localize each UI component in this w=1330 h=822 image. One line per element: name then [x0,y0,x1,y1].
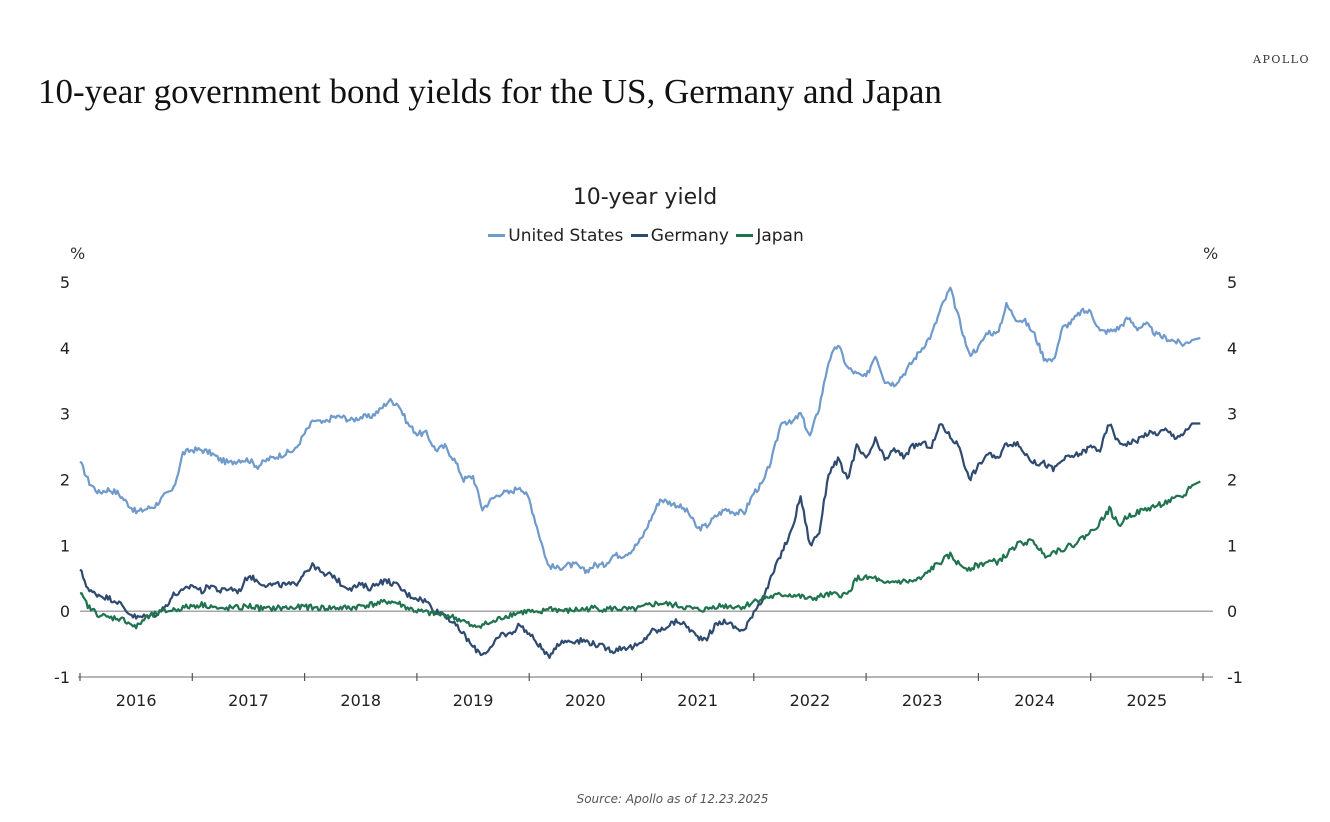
y-tick-label-right: 0 [1227,602,1237,621]
y-tick-label-right: 3 [1227,405,1237,424]
legend-label-japan: Japan [756,225,804,246]
legend-item-japan: Japan [734,225,804,246]
y-axis-left: 5 4 3 2 1 0 -1 [54,273,70,687]
y-tick-label-right: 2 [1227,471,1237,490]
legend-label-germany: Germany [650,225,729,246]
x-axis: 2016 2017 2018 2019 2020 2021 2022 2023 2024 2025 [78,673,1213,710]
x-tick-label: 2020 [565,691,606,710]
y-tick-label-right: 1 [1227,536,1237,555]
x-tick-label: 2024 [1014,691,1055,710]
x-tick-label: 2025 [1126,691,1167,710]
legend-swatch-united-states [488,234,506,237]
y-tick-label-left: 0 [60,602,70,621]
y-tick-label-left: -1 [54,668,70,687]
x-tick-label: 2019 [453,691,494,710]
legend-item-united-states: United States [486,226,623,246]
page-title: 10-year government bond yields for the U… [38,72,942,111]
x-tick-label: 2021 [677,691,718,710]
legend-label-united-states: United States [508,225,624,246]
series-lines [79,286,1201,659]
y-tick-label-right: 4 [1227,339,1237,358]
legend-swatch-germany [630,234,648,237]
chart-title: 10-year yield [572,185,718,210]
x-tick-label: 2018 [340,691,381,710]
x-tick-label: 2016 [116,691,157,710]
legend-item-germany: Germany [629,226,729,246]
y-axis-unit-right: % [1203,244,1218,263]
y-tick-label-right: -1 [1227,668,1243,687]
y-axis-right: 5 4 3 2 1 0 -1 [1227,273,1243,687]
legend-swatch-japan [736,234,754,237]
y-tick-label-left: 3 [60,405,70,424]
series-line-japan [79,480,1201,630]
y-tick-label-left: 4 [60,339,70,358]
y-tick-label-left: 2 [60,471,70,490]
x-tick-label: 2017 [228,691,269,710]
x-tick-label: 2023 [902,691,943,710]
series-line-united-states [79,286,1201,575]
series-line-germany [79,422,1201,659]
source-note: Source: Apollo as of 12.23.2025 [576,792,769,806]
x-tick-label: 2022 [790,691,831,710]
y-tick-label-left: 1 [60,536,70,555]
y-axis-unit-left: % [70,244,85,263]
y-tick-label-left: 5 [60,273,70,292]
y-tick-label-right: 5 [1227,273,1237,292]
brand-logo: APOLLO [1253,53,1310,66]
chart-legend: United States Germany Japan [0,222,1290,246]
